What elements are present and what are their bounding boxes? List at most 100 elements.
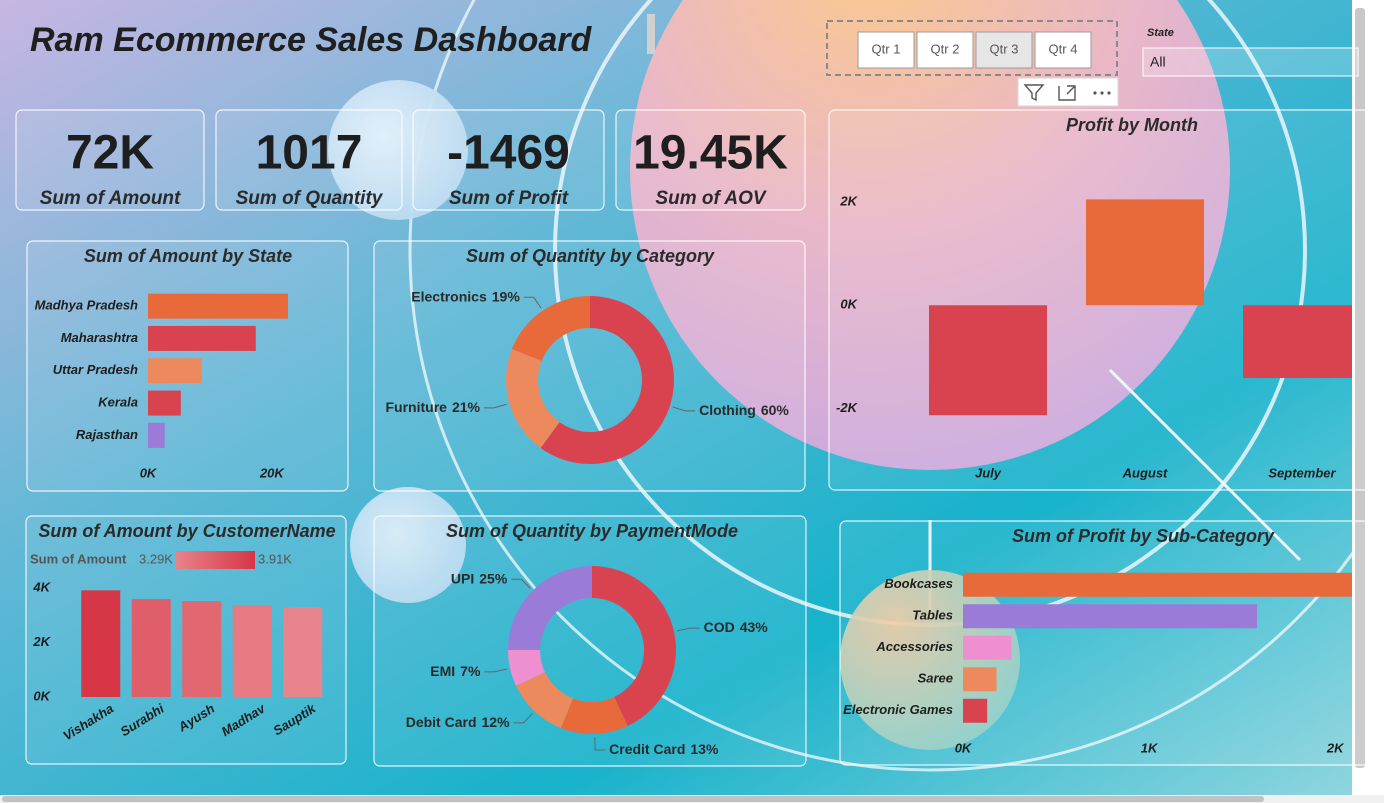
bar: [963, 667, 997, 692]
leader-line: [483, 403, 507, 409]
quarter-button[interactable]: [916, 31, 974, 69]
category-label: Bookcases: [884, 576, 953, 591]
kpi-card: [615, 109, 806, 211]
slice-label: Credit Card 13%: [609, 741, 719, 757]
kpi-value: -1469: [447, 127, 570, 180]
leader-line: [513, 713, 533, 724]
slice-value: 19%: [492, 288, 521, 304]
kpi-card: [215, 109, 403, 211]
chart-title: Sum of Amount by State: [84, 246, 292, 266]
state-dropdown[interactable]: [1142, 47, 1359, 77]
bar: [963, 572, 1352, 597]
quarter-button[interactable]: [1034, 31, 1092, 69]
chart-panel: Profit by Month 2K 0K -2K July August Septembe…: [828, 109, 1370, 491]
vertical-scrollbar[interactable]: [1355, 8, 1365, 768]
kpi-label: Sum of Quantity: [236, 188, 384, 209]
kpi-row: 72K Sum of Amount 1017 Sum of Quantity -1469…: [15, 109, 806, 211]
quarter-label: Qtr 1: [872, 41, 901, 56]
slicer-frame: [826, 20, 1118, 76]
x-tick-label: 1K: [1141, 740, 1159, 755]
bar: [963, 604, 1258, 629]
filter-icon[interactable]: [1023, 84, 1045, 102]
kpi-card: [412, 109, 605, 211]
category-label: Kerala: [98, 394, 138, 409]
donut-slice: [561, 697, 628, 734]
bar: [283, 607, 323, 697]
bar: [963, 635, 1012, 660]
donut-slice: [508, 650, 545, 686]
state-label: State: [1147, 27, 1174, 39]
focus-icon[interactable]: [1058, 85, 1076, 101]
quarter-label: Qtr 3: [990, 41, 1019, 56]
bar: [148, 358, 202, 384]
slice-category: Credit Card: [609, 741, 685, 757]
x-tick-label: 2K: [1326, 740, 1345, 755]
horizontal-scrollbar[interactable]: [2, 796, 1264, 802]
category-label: Accessories: [875, 639, 953, 654]
slice-value: 25%: [479, 570, 508, 586]
category-label: Electronic Games: [843, 702, 953, 717]
kpi-value: 19.45K: [633, 127, 788, 180]
slice-category: EMI: [430, 663, 455, 679]
category-label: August: [1122, 465, 1168, 480]
kpi-value: 72K: [66, 127, 154, 180]
slice-value: 7%: [460, 663, 481, 679]
slice-label: UPI 25%: [451, 570, 508, 586]
charts: Sum of Amount by State 0K 20K Madhya Prades…: [25, 109, 1371, 767]
legend-min: 3.29K: [139, 551, 173, 566]
slice-label: Clothing 60%: [699, 402, 789, 418]
y-tick-label: 4K: [32, 579, 51, 594]
slice-label: Furniture 21%: [385, 399, 480, 415]
category-label: September: [1268, 465, 1336, 480]
donut-slice: [515, 672, 573, 729]
y-tick-label: 0K: [33, 688, 51, 703]
bar: [929, 305, 1047, 416]
bar: [1243, 305, 1352, 379]
slice-value: 12%: [482, 714, 511, 730]
chart-title: Sum of Amount by CustomerName: [38, 521, 335, 541]
quarter-label: Qtr 2: [931, 41, 960, 56]
leader-line: [594, 736, 606, 751]
slice-category: Debit Card: [406, 714, 477, 730]
category-label: Maharashtra: [61, 330, 138, 345]
legend-gradient-bar: [175, 551, 255, 569]
slice-label: EMI 7%: [430, 663, 481, 679]
legend-title: Sum of Amount: [30, 551, 127, 566]
quarter-button[interactable]: [975, 31, 1033, 69]
slice-label: Electronics 19%: [411, 288, 520, 304]
donut-slice: [508, 566, 592, 650]
y-tick-label: 2K: [32, 634, 51, 649]
panel-frame: [373, 240, 806, 492]
y-tick-label: -2K: [836, 400, 859, 415]
quarter-label: Qtr 4: [1049, 41, 1078, 56]
slice-label: Debit Card 12%: [406, 714, 510, 730]
x-tick-label: 20K: [259, 465, 285, 480]
slice-value: 13%: [690, 741, 719, 757]
bar: [182, 601, 222, 697]
chart-panel: Sum of Amount by State 0K 20K Madhya Prades…: [26, 240, 349, 492]
slice-category: Clothing: [699, 402, 756, 418]
dashboard-title: Ram Ecommerce Sales Dashboard: [30, 21, 592, 59]
slice-value: 21%: [452, 399, 481, 415]
bar: [81, 590, 121, 697]
donut-slice: [540, 296, 674, 464]
leader-line: [676, 627, 700, 632]
donut-slice: [592, 566, 676, 727]
legend-max: 3.91K: [258, 551, 292, 566]
slice-value: 43%: [740, 619, 769, 635]
chart-panel: Sum of Quantity by PaymentMode COD 43% Cred…: [373, 515, 807, 767]
chart-title: Sum of Quantity by PaymentMode: [446, 521, 738, 541]
bar: [131, 599, 171, 697]
plot-area: COD 43% Credit Card 13% Debit Card 12% EMI 7% UP…: [406, 566, 769, 757]
more-icon[interactable]: [1093, 91, 1111, 95]
bar: [232, 605, 272, 697]
leader-line: [511, 578, 531, 589]
kpi-value: 1017: [256, 127, 363, 180]
bar: [148, 325, 256, 351]
category-label: Rajasthan: [76, 427, 138, 442]
slice-value: 60%: [761, 402, 790, 418]
quarter-button[interactable]: [857, 31, 915, 69]
plot-area: 0K 20K Madhya Pradesh Maharashtra Uttar Prad…: [35, 293, 288, 480]
chart-title: Profit by Month: [1066, 115, 1198, 135]
visual-toolbar: [1017, 77, 1119, 107]
